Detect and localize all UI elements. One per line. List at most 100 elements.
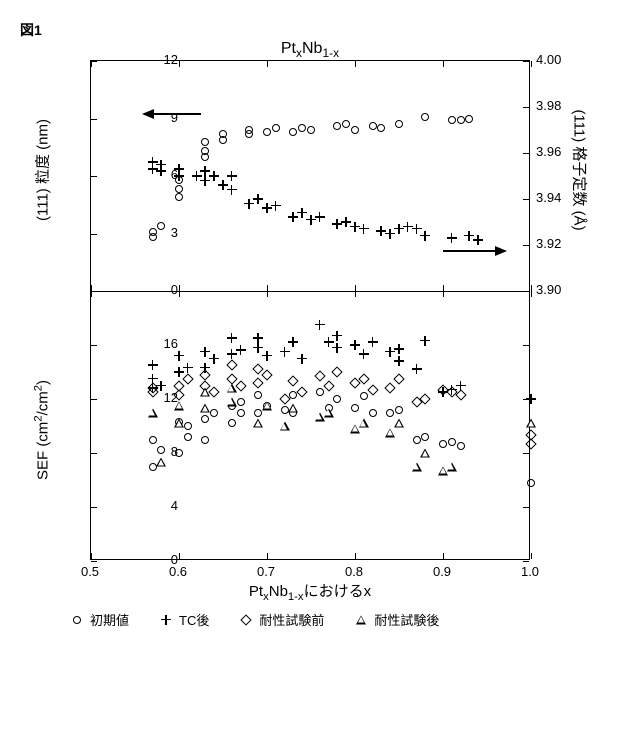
x-tick — [443, 553, 444, 559]
data-point-circle — [254, 409, 262, 417]
y-tick-label-left-top: 0 — [138, 282, 178, 297]
data-point-triangle — [174, 419, 184, 428]
x-tick — [443, 285, 444, 291]
data-point-circle — [342, 120, 350, 128]
data-point-circle — [360, 392, 368, 400]
y-tick — [523, 107, 529, 108]
data-point-circle — [448, 438, 456, 446]
data-point-diamond — [261, 369, 272, 380]
data-point-circle — [333, 122, 341, 130]
data-point-circle — [369, 122, 377, 130]
data-point-circle — [175, 193, 183, 201]
data-point-plus — [473, 235, 483, 245]
data-point-circle — [395, 120, 403, 128]
y-tick — [91, 453, 97, 454]
data-point-diamond — [226, 360, 237, 371]
y-tick-label-left-bottom: 12 — [138, 390, 178, 405]
y-tick-label-right: 3.96 — [536, 144, 561, 159]
data-point-circle — [201, 147, 209, 155]
x-tick-label: 1.0 — [521, 564, 539, 579]
y-tick — [91, 234, 97, 235]
y-tick — [523, 61, 529, 62]
data-point-plus — [183, 363, 193, 373]
data-point-triangle — [359, 419, 369, 428]
data-point-plus — [209, 354, 219, 364]
data-point-circle — [377, 124, 385, 132]
data-point-circle — [527, 479, 535, 487]
data-point-diamond — [332, 366, 343, 377]
y-tick-label-right: 4.00 — [536, 52, 561, 67]
data-point-triangle — [385, 428, 395, 437]
data-point-triangle — [200, 388, 210, 397]
y-tick — [91, 119, 97, 120]
data-point-circle — [439, 440, 447, 448]
data-point-circle — [254, 391, 262, 399]
legend-label: 耐性試験後 — [374, 610, 439, 629]
y-tick-label-left-top: 9 — [138, 110, 178, 125]
data-point-diamond — [525, 430, 536, 441]
data-point-circle — [219, 130, 227, 138]
y-tick-label-left-bottom: 0 — [138, 552, 178, 567]
data-point-plus — [394, 344, 404, 354]
data-point-circle — [149, 463, 157, 471]
legend-label: 耐性試験前 — [259, 610, 324, 629]
chart-title: PtxNb1-x — [0, 40, 620, 60]
data-point-plus — [447, 233, 457, 243]
data-point-circle — [184, 422, 192, 430]
data-point-triangle — [420, 449, 430, 458]
data-point-triangle — [227, 384, 237, 393]
data-point-plus — [262, 351, 272, 361]
data-point-circle — [237, 409, 245, 417]
data-point-plus — [156, 381, 166, 391]
legend-item-circle: 初期値 — [70, 610, 129, 629]
data-point-plus — [359, 224, 369, 234]
x-tick — [91, 553, 92, 559]
data-point-circle — [316, 388, 324, 396]
data-point-triangle — [227, 397, 237, 406]
x-tick — [179, 61, 180, 67]
legend-label: 初期値 — [90, 610, 129, 629]
y-axis-left-top-label: (111) 粒度 (nm) — [32, 119, 53, 221]
y-tick-label-right: 3.90 — [536, 282, 561, 297]
data-point-plus — [227, 185, 237, 195]
y-tick-label-left-bottom: 16 — [138, 336, 178, 351]
x-tick — [179, 291, 180, 297]
diamond-marker — [241, 614, 252, 625]
data-point-circle — [421, 113, 429, 121]
data-point-circle — [210, 409, 218, 417]
data-point-diamond — [288, 376, 299, 387]
data-point-circle — [289, 128, 297, 136]
data-point-circle — [369, 409, 377, 417]
data-point-circle — [351, 126, 359, 134]
data-point-triangle — [324, 408, 334, 417]
data-point-triangle — [412, 462, 422, 471]
data-point-plus — [368, 337, 378, 347]
data-point-plus — [359, 349, 369, 359]
data-point-circle — [201, 138, 209, 146]
circle-marker — [73, 616, 81, 624]
diamond-icon — [239, 613, 253, 627]
y-tick — [91, 176, 97, 177]
legend-label: TC後 — [179, 610, 209, 629]
data-point-triangle — [447, 462, 457, 471]
data-point-diamond — [393, 373, 404, 384]
data-point-circle — [307, 126, 315, 134]
x-tick-label: 0.7 — [257, 564, 275, 579]
x-tick — [355, 285, 356, 291]
data-point-circle — [201, 415, 209, 423]
data-point-diamond — [253, 377, 264, 388]
y-tick — [91, 561, 97, 562]
x-tick — [531, 285, 532, 291]
legend: 初期値 TC後 耐性試験前 耐性試験後 — [70, 610, 570, 629]
data-point-circle — [228, 419, 236, 427]
data-point-plus — [297, 354, 307, 364]
x-tick — [267, 553, 268, 559]
data-point-plus — [412, 364, 422, 374]
data-point-circle — [149, 436, 157, 444]
data-point-diamond — [297, 387, 308, 398]
data-point-plus — [332, 343, 342, 353]
data-point-plus — [227, 171, 237, 181]
x-tick — [355, 291, 356, 297]
legend-item-triangle: 耐性試験後 — [354, 610, 439, 629]
x-tick — [531, 291, 532, 297]
